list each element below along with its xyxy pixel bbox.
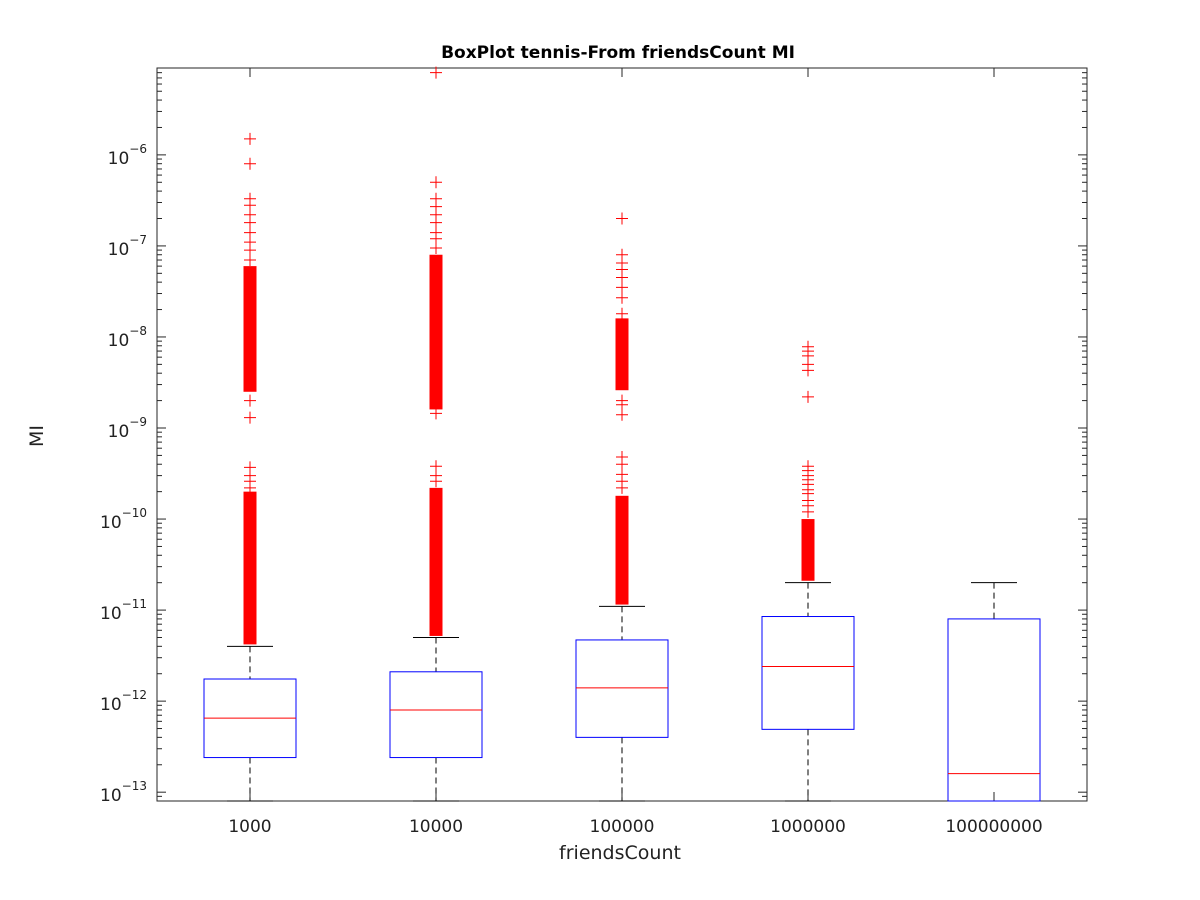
outlier-band — [801, 519, 815, 581]
x-tick-label: 100000 — [590, 817, 655, 837]
outlier-marker — [430, 407, 442, 420]
outlier-marker — [802, 340, 814, 353]
y-tick-label: 10−6 — [108, 142, 147, 169]
outlier-band — [615, 318, 629, 391]
outlier-marker — [244, 411, 256, 424]
x-tick-label: 100000000 — [945, 817, 1042, 837]
outlier-marker — [802, 460, 814, 473]
outlier-band — [243, 266, 257, 392]
outlier-marker — [244, 192, 256, 205]
box-group-1000 — [203, 132, 297, 802]
plot-area: 10−13 10−12 10−11 10−10 10−9 10−8 10−7 10−6 1000… — [100, 66, 1088, 837]
outlier-marker — [244, 157, 256, 170]
outlier-marker — [616, 451, 628, 464]
y-tick-label: 10−12 — [100, 688, 147, 715]
box-group-10000 — [389, 66, 483, 802]
outlier-marker — [616, 248, 628, 261]
outlier-band — [429, 254, 443, 410]
box — [389, 671, 483, 759]
y-tick-label: 10−10 — [100, 506, 147, 533]
box-group-100000000 — [947, 582, 1041, 802]
outlier-marker — [802, 390, 814, 403]
outlier-marker — [430, 460, 442, 473]
x-axis-label: friendsCount — [559, 842, 681, 864]
outlier-marker — [616, 212, 628, 225]
x-tick-label: 10000 — [409, 817, 463, 837]
y-axis-label: MI — [26, 425, 48, 447]
outlier-band — [429, 487, 443, 636]
chart-title: BoxPlot tennis-From friendsCount MI — [441, 43, 795, 63]
y-tick-label: 10−13 — [100, 779, 147, 806]
outlier-band — [243, 491, 257, 645]
outlier-marker — [616, 468, 628, 481]
outlier-marker — [430, 176, 442, 189]
outlier-marker — [244, 461, 256, 474]
x-tick-label: 1000 — [228, 817, 271, 837]
outlier-marker — [616, 394, 628, 407]
outlier-marker — [616, 307, 628, 320]
outlier-band — [615, 495, 629, 605]
y-tick-label: 10−11 — [100, 597, 147, 624]
x-tick-label: 1000000 — [770, 817, 846, 837]
box — [761, 616, 855, 730]
outlier-marker — [616, 291, 628, 304]
box — [575, 639, 669, 738]
y-tick-label: 10−9 — [108, 415, 147, 442]
outlier-marker — [430, 66, 442, 79]
box-group-1000000 — [761, 340, 855, 802]
box-group-100000 — [575, 212, 669, 802]
y-tick-label: 10−7 — [108, 233, 147, 260]
outlier-marker — [430, 192, 442, 205]
y-tick-label: 10−8 — [108, 324, 147, 351]
outlier-marker — [244, 394, 256, 407]
outlier-marker — [244, 132, 256, 145]
box — [947, 618, 1041, 802]
